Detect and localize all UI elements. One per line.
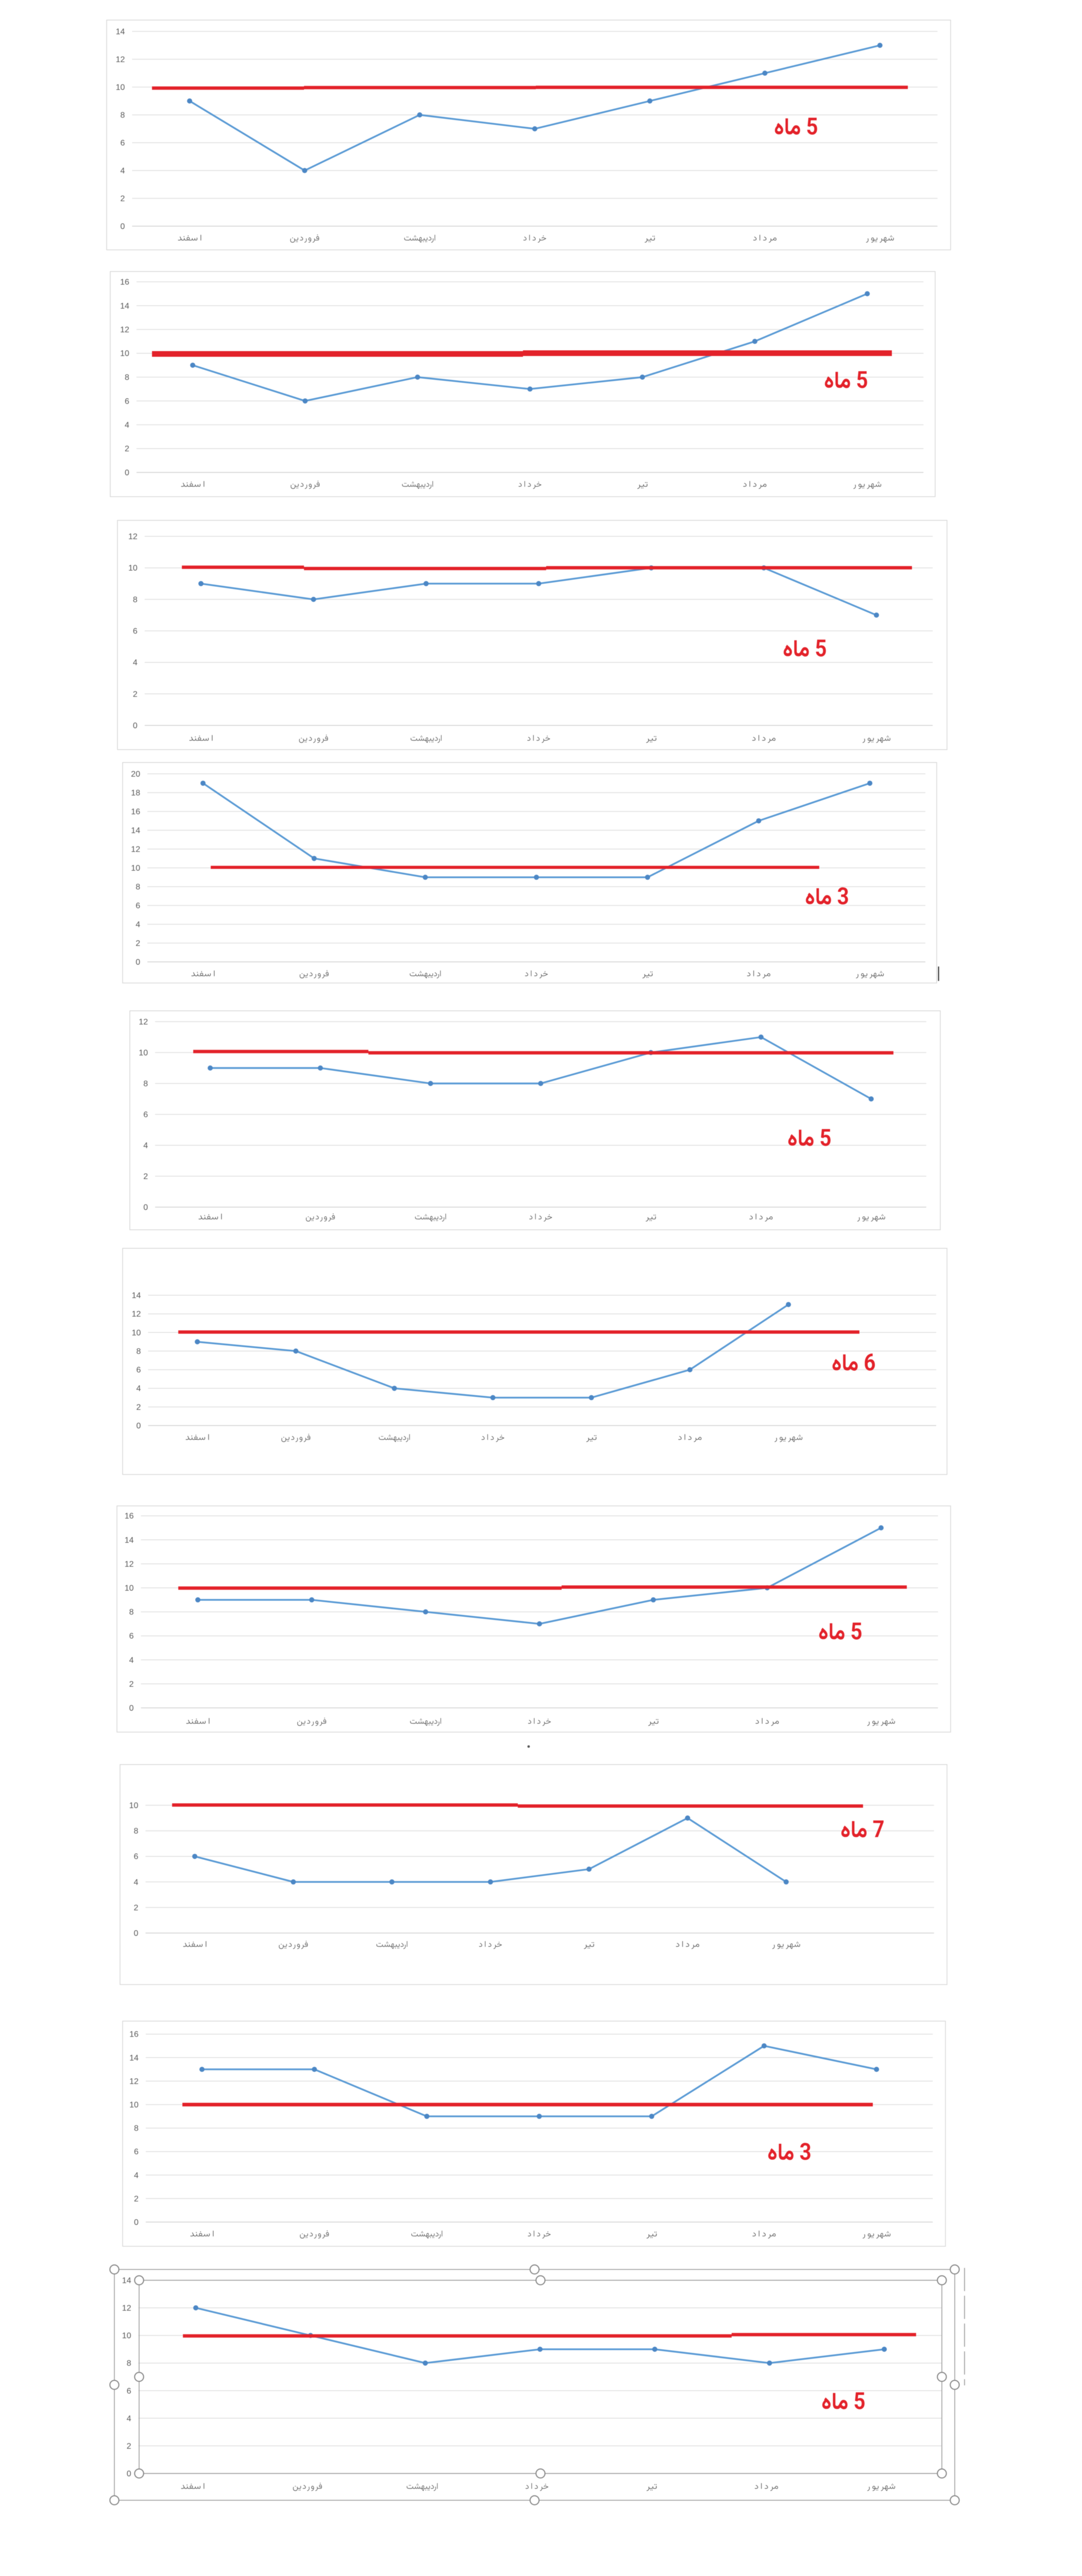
svg-text:10: 10 <box>128 564 138 573</box>
svg-text:6: 6 <box>136 1366 141 1375</box>
svg-text:10: 10 <box>132 1329 141 1337</box>
svg-text:8: 8 <box>120 111 125 120</box>
svg-text:8: 8 <box>125 374 129 382</box>
svg-text:0: 0 <box>134 2218 139 2227</box>
svg-text:12: 12 <box>128 533 138 541</box>
svg-text:14: 14 <box>132 1292 141 1300</box>
svg-text:2: 2 <box>143 1173 148 1181</box>
svg-text:16: 16 <box>131 808 140 817</box>
svg-text:0: 0 <box>143 1204 148 1212</box>
svg-text:4: 4 <box>129 1656 134 1665</box>
svg-text:8: 8 <box>136 883 140 892</box>
svg-text:0: 0 <box>136 1422 141 1431</box>
svg-text:0: 0 <box>133 1929 138 1938</box>
svg-text:10: 10 <box>122 2332 131 2341</box>
svg-text:2: 2 <box>125 445 129 453</box>
svg-text:20: 20 <box>131 770 140 779</box>
svg-text:12: 12 <box>132 1310 141 1319</box>
svg-text:14: 14 <box>131 826 140 835</box>
svg-text:10: 10 <box>116 83 125 92</box>
svg-text:4: 4 <box>136 921 140 929</box>
svg-text:10: 10 <box>120 349 129 358</box>
svg-text:6: 6 <box>134 2148 139 2157</box>
svg-text:8: 8 <box>133 1827 138 1836</box>
svg-text:2: 2 <box>127 2442 131 2451</box>
svg-text:0: 0 <box>120 223 125 231</box>
svg-text:2: 2 <box>134 2195 139 2204</box>
svg-text:0: 0 <box>136 958 140 967</box>
svg-text:12: 12 <box>139 1018 148 1027</box>
svg-text:6: 6 <box>133 1853 138 1861</box>
svg-text:4: 4 <box>127 2414 131 2423</box>
svg-text:6: 6 <box>129 1632 134 1641</box>
svg-text:14: 14 <box>122 2276 131 2285</box>
svg-text:2: 2 <box>133 690 138 699</box>
svg-text:6: 6 <box>136 902 140 910</box>
svg-text:12: 12 <box>125 1560 134 1569</box>
svg-text:2: 2 <box>133 1904 138 1912</box>
svg-text:2: 2 <box>136 939 140 948</box>
svg-text:12: 12 <box>131 845 140 854</box>
svg-text:0: 0 <box>133 722 138 731</box>
svg-text:14: 14 <box>116 28 125 37</box>
svg-text:0: 0 <box>129 1704 134 1713</box>
svg-text:16: 16 <box>120 278 129 287</box>
svg-text:0: 0 <box>127 2470 131 2479</box>
svg-text:10: 10 <box>129 1802 139 1810</box>
svg-text:6: 6 <box>127 2387 131 2396</box>
svg-text:6: 6 <box>120 139 125 148</box>
svg-text:14: 14 <box>125 1536 134 1545</box>
svg-text:14: 14 <box>129 2054 139 2062</box>
svg-text:12: 12 <box>120 326 129 334</box>
svg-text:4: 4 <box>134 2171 139 2180</box>
svg-text:8: 8 <box>129 1608 134 1617</box>
svg-text:16: 16 <box>129 2030 139 2039</box>
svg-text:12: 12 <box>129 2077 139 2086</box>
svg-text:10: 10 <box>131 864 140 873</box>
svg-text:18: 18 <box>131 789 140 798</box>
svg-text:14: 14 <box>120 302 129 311</box>
svg-text:2: 2 <box>136 1403 141 1412</box>
svg-text:8: 8 <box>134 2124 139 2133</box>
svg-text:10: 10 <box>139 1049 148 1058</box>
svg-text:4: 4 <box>120 167 125 176</box>
svg-text:8: 8 <box>133 596 138 604</box>
svg-text:8: 8 <box>143 1080 148 1089</box>
svg-text:2: 2 <box>129 1680 134 1689</box>
svg-text:8: 8 <box>127 2359 131 2368</box>
svg-text:10: 10 <box>129 2101 139 2110</box>
svg-text:4: 4 <box>133 658 138 667</box>
svg-text:6: 6 <box>133 627 138 636</box>
svg-text:4: 4 <box>125 421 129 430</box>
svg-text:6: 6 <box>125 397 129 406</box>
svg-text:10: 10 <box>125 1584 134 1593</box>
svg-text:0: 0 <box>125 469 129 478</box>
svg-text:12: 12 <box>116 56 125 64</box>
svg-text:4: 4 <box>143 1142 148 1150</box>
svg-text:2: 2 <box>120 195 125 204</box>
svg-text:16: 16 <box>125 1512 134 1521</box>
svg-text:12: 12 <box>122 2304 131 2313</box>
svg-text:4: 4 <box>133 1878 138 1887</box>
svg-text:6: 6 <box>143 1111 148 1120</box>
svg-text:8: 8 <box>136 1347 141 1356</box>
svg-text:4: 4 <box>136 1384 141 1393</box>
